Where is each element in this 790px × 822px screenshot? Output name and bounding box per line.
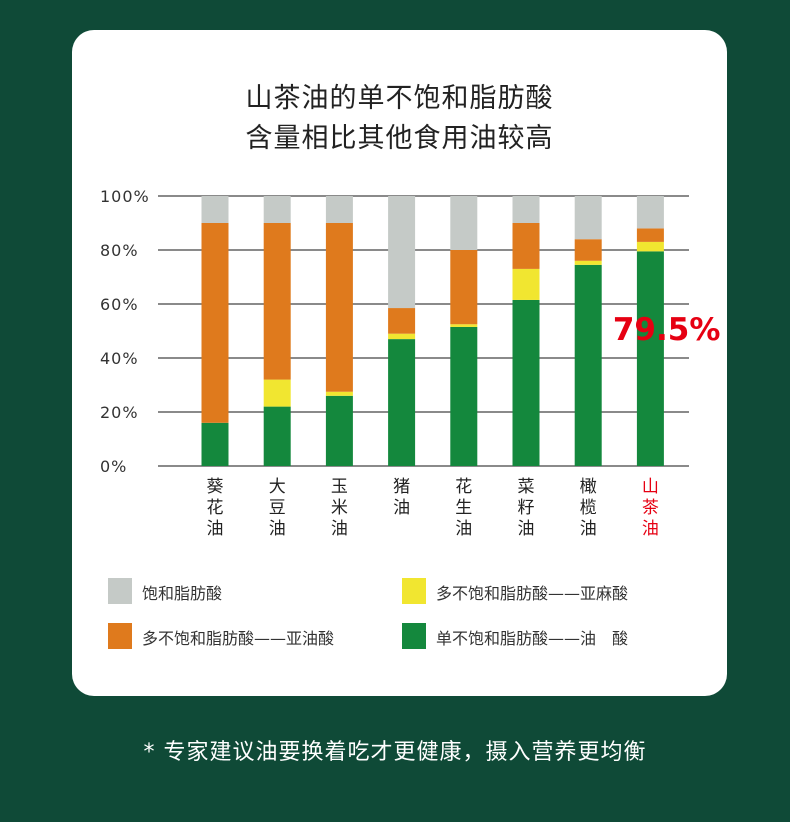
bar-segment [512, 223, 540, 269]
x-tick-label: 油 [207, 519, 224, 539]
bar-segment [512, 196, 540, 223]
bar-segment [636, 251, 664, 466]
x-tick-label: 油 [642, 519, 659, 539]
x-tick-label: 油 [518, 519, 535, 539]
bar-segment [512, 268, 540, 300]
bar-segment [263, 406, 291, 466]
legend-label: 多不饱和脂肪酸——亚油酸 [142, 629, 335, 648]
bar-segment [388, 308, 416, 334]
bar-segment [263, 196, 291, 223]
x-tick-label: 菜 [518, 477, 535, 497]
legend-label: 饱和脂肪酸 [142, 584, 223, 603]
x-tick-label: 榄 [580, 498, 597, 518]
chart-title-line-1: 山茶油的单不饱和脂肪酸 [245, 83, 554, 114]
y-tick-label: 100% [100, 187, 150, 206]
x-tick-label: 葵 [207, 477, 224, 497]
bar-segment [450, 326, 478, 466]
bar-segment [574, 260, 602, 265]
x-tick-label: 油 [269, 519, 286, 539]
bar-segment [325, 391, 353, 396]
x-tick-label: 大 [269, 477, 286, 497]
y-tick-label: 80% [100, 241, 139, 260]
bar-segment [450, 250, 478, 325]
y-tick-label: 40% [100, 349, 139, 368]
bar-segment [574, 264, 602, 466]
bar-segment [388, 339, 416, 466]
chart-title-line-2: 含量相比其他食用油较高 [245, 123, 554, 154]
bar-segment [636, 241, 664, 252]
bar-segment [263, 379, 291, 407]
bar-segment [325, 395, 353, 466]
x-tick-label: 籽 [518, 498, 535, 518]
legend-swatch [108, 623, 132, 649]
footer-note: * 专家建议油要换着吃才更健康，摄入营养更均衡 [143, 740, 647, 765]
x-tick-label: 花 [455, 477, 472, 497]
x-tick-label: 米 [331, 498, 348, 518]
x-tick-label: 生 [455, 498, 472, 518]
bar-segment [574, 239, 602, 261]
x-tick-label: 山 [642, 477, 659, 497]
bar-segment [636, 196, 664, 229]
bar-segment [450, 196, 478, 250]
bar-segment [388, 196, 416, 309]
bar-segment [512, 299, 540, 466]
x-tick-label: 猪 [393, 477, 410, 497]
x-tick-label: 茶 [642, 498, 659, 518]
legend-label: 单不饱和脂肪酸——油 酸 [436, 629, 629, 648]
legend-swatch [108, 578, 132, 604]
bar-segment [325, 223, 353, 392]
legend-swatch [402, 578, 426, 604]
value-annotation: 79.5% [613, 312, 721, 348]
bar-segment [325, 196, 353, 223]
bar-segment [263, 223, 291, 380]
x-tick-label: 油 [580, 519, 597, 539]
chart-card: 山茶油的单不饱和脂肪酸 含量相比其他食用油较高 0% 20% 40% 60% 80% 10… [72, 30, 727, 696]
x-tick-label: 油 [455, 519, 472, 539]
x-tick-label: 玉 [331, 477, 348, 497]
legend-swatch [402, 623, 426, 649]
x-tick-label: 油 [393, 498, 410, 518]
legend-label: 多不饱和脂肪酸——亚麻酸 [436, 584, 629, 603]
x-tick-label: 油 [331, 519, 348, 539]
y-tick-label: 20% [100, 403, 139, 422]
stacked-bar-chart: 0%20%40%60%80%100%葵花油大豆油玉米油猪油花生油菜籽油橄榄油山茶… [100, 187, 721, 539]
bar-segment [450, 324, 478, 327]
y-tick-label: 60% [100, 295, 139, 314]
bar-segment [201, 422, 229, 466]
x-tick-label: 花 [207, 498, 224, 518]
bar-segment [201, 223, 229, 423]
bar-segment [636, 228, 664, 242]
y-tick-label: 0% [100, 457, 127, 476]
bar-segment [388, 333, 416, 340]
x-tick-label: 橄 [580, 477, 597, 497]
bar-segment [201, 196, 229, 223]
bar-segment [574, 196, 602, 240]
x-tick-label: 豆 [269, 498, 286, 518]
